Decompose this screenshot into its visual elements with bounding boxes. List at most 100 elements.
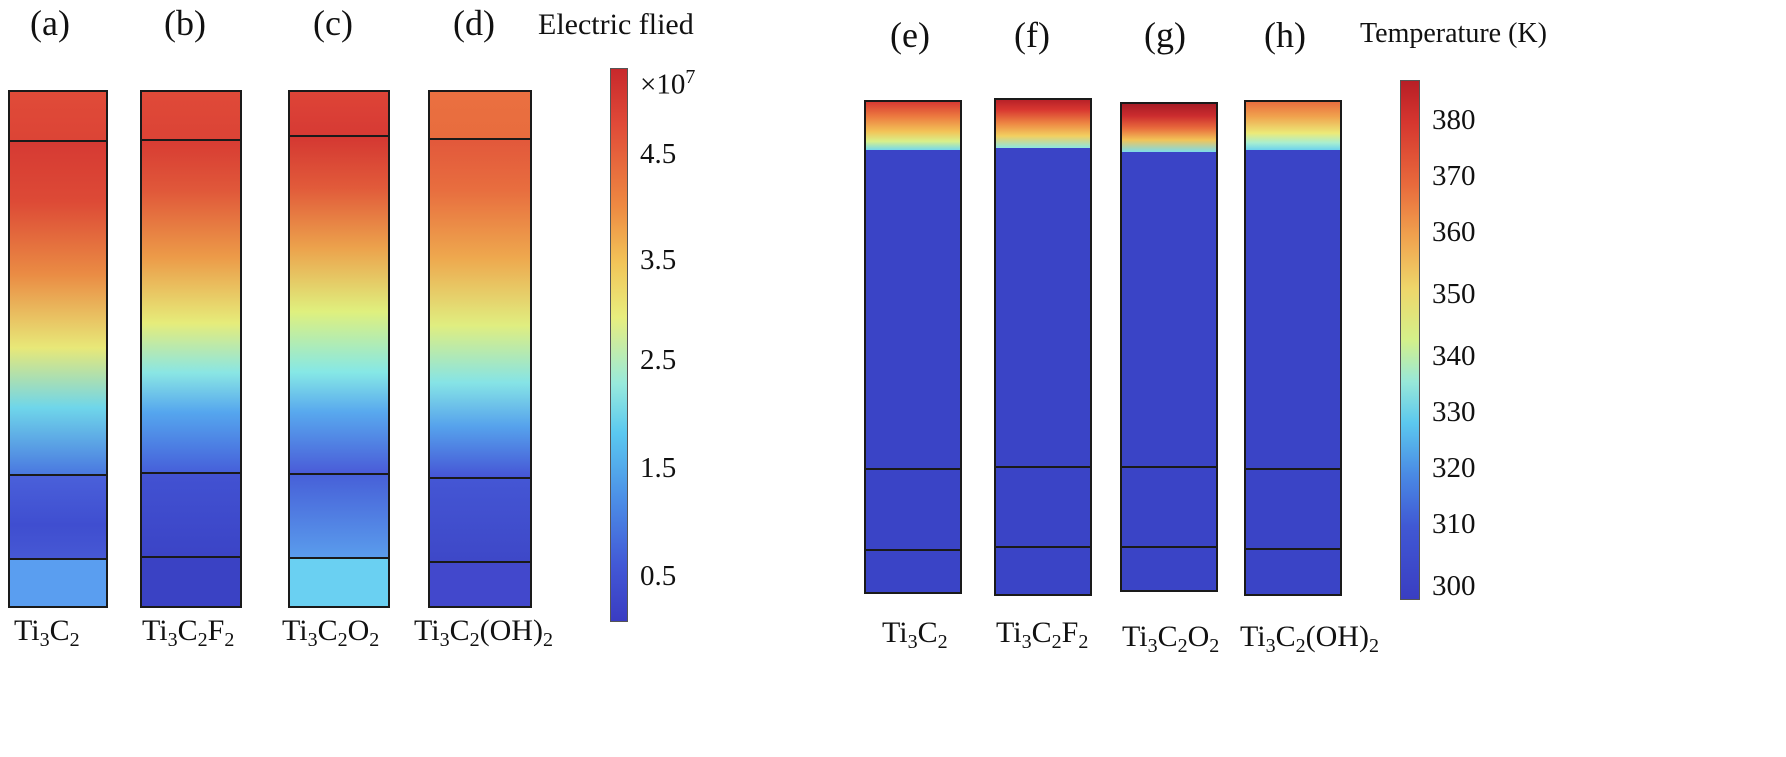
cold-layer — [1246, 150, 1340, 594]
electric-field-column-c — [288, 90, 390, 608]
formula-text: F — [1061, 616, 1079, 649]
layer-boundary — [996, 546, 1090, 548]
temperature-tick-320: 320 — [1432, 452, 1476, 484]
material-label-d: Ti3C2(OH)2 — [414, 614, 553, 652]
temperature-tick-300: 300 — [1432, 570, 1476, 602]
formula-text: Ti — [882, 616, 908, 649]
formula-text: C — [317, 614, 338, 647]
bottom-layer — [142, 558, 240, 606]
material-label-f: Ti3C2F2 — [996, 616, 1088, 654]
top-layer — [290, 92, 388, 137]
mxene-layer — [10, 142, 106, 474]
temperature-tick-330: 330 — [1432, 396, 1476, 428]
temperature-tick-380: 380 — [1432, 104, 1476, 136]
formula-text: Ti — [996, 616, 1022, 649]
panel-label-d: (d) — [453, 3, 495, 43]
electric-field-tick-0-5: 0.5 — [640, 560, 677, 592]
layer-boundary — [866, 468, 960, 470]
electric-field-tick-2-5: 2.5 — [640, 344, 677, 376]
panel-label-c: (c) — [313, 3, 353, 43]
hot-top-layer — [1246, 102, 1340, 150]
multiplier-exponent: 7 — [685, 66, 696, 88]
layer-boundary — [1122, 466, 1216, 468]
formula-subscript: 2 — [937, 631, 948, 653]
panel-label-f: (f) — [1014, 15, 1050, 55]
temperature-tick-350: 350 — [1432, 278, 1476, 310]
formula-subscript: 2 — [1209, 635, 1220, 657]
temperature-column-f — [994, 98, 1092, 596]
formula-subscript: 2 — [469, 629, 480, 651]
material-label-e: Ti3C2 — [882, 616, 948, 654]
mxene-layer — [142, 141, 240, 472]
electric-field-colorbar — [610, 68, 628, 622]
temperature-tick-360: 360 — [1432, 216, 1476, 248]
middle-layer — [430, 479, 530, 561]
formula-subscript: 3 — [1265, 635, 1276, 657]
multiplier-prefix: ×10 — [640, 68, 686, 101]
bottom-layer — [430, 563, 530, 606]
formula-subscript: 2 — [1295, 635, 1306, 657]
bottom-layer — [10, 560, 106, 606]
electric-field-multiplier: ×107 — [640, 66, 695, 102]
formula-subscript: 3 — [1147, 635, 1158, 657]
electric-field-tick-1-5: 1.5 — [640, 452, 677, 484]
temperature-colorbar-title: Temperature (K) — [1360, 18, 1547, 49]
mxene-layer — [290, 137, 388, 473]
material-label-g: Ti3C2O2 — [1122, 620, 1219, 658]
panel-label-h: (h) — [1264, 15, 1306, 55]
layer-boundary — [10, 140, 106, 142]
layer-boundary — [290, 135, 388, 137]
temperature-column-e — [864, 100, 962, 594]
layer-boundary — [866, 549, 960, 551]
layer-boundary — [430, 477, 530, 479]
layer-boundary — [10, 474, 106, 476]
layer-boundary — [1246, 548, 1340, 550]
layer-boundary — [430, 561, 530, 563]
formula-subscript: 2 — [369, 629, 380, 651]
formula-text: C — [449, 614, 470, 647]
temperature-colorbar — [1400, 80, 1420, 600]
formula-subscript: 2 — [337, 629, 348, 651]
formula-text: (OH) — [479, 614, 543, 647]
panel-label-b: (b) — [164, 3, 206, 43]
formula-subscript: 2 — [1078, 631, 1089, 653]
hot-top-layer — [996, 100, 1090, 148]
hot-top-layer — [866, 102, 960, 150]
temperature-tick-370: 370 — [1432, 160, 1476, 192]
material-label-c: Ti3C2O2 — [282, 614, 379, 652]
formula-text: O — [1187, 620, 1210, 653]
temperature-column-g — [1120, 102, 1218, 592]
middle-layer — [142, 474, 240, 556]
middle-layer — [10, 476, 106, 558]
formula-subscript: 2 — [197, 629, 208, 651]
formula-text: C — [917, 616, 938, 649]
formula-text: Ti — [414, 614, 440, 647]
cold-layer — [866, 150, 960, 592]
formula-subscript: 2 — [69, 629, 80, 651]
panel-label-g: (g) — [1144, 15, 1186, 55]
electric-field-tick-4-5: 4.5 — [640, 138, 677, 170]
electric-field-colorbar-title: Electric flied — [538, 8, 694, 41]
formula-subscript: 2 — [1051, 631, 1062, 653]
formula-subscript: 2 — [542, 629, 553, 651]
layer-boundary — [142, 139, 240, 141]
electric-field-column-d — [428, 90, 532, 608]
formula-subscript: 3 — [307, 629, 318, 651]
layer-boundary — [142, 472, 240, 474]
formula-text: Ti — [1122, 620, 1148, 653]
cold-layer — [1122, 152, 1216, 590]
electric-field-tick-3-5: 3.5 — [640, 244, 677, 276]
top-layer — [430, 92, 530, 140]
hot-top-layer — [1122, 104, 1216, 152]
formula-subscript: 3 — [439, 629, 450, 651]
electric-field-column-a — [8, 90, 108, 608]
formula-text: Ti — [142, 614, 168, 647]
formula-text: C — [1275, 620, 1296, 653]
mxene-layer — [430, 140, 530, 477]
formula-subscript: 3 — [1021, 631, 1032, 653]
layer-boundary — [996, 466, 1090, 468]
temperature-tick-340: 340 — [1432, 340, 1476, 372]
layer-boundary — [290, 473, 388, 475]
formula-subscript: 2 — [1177, 635, 1188, 657]
formula-subscript: 2 — [1368, 635, 1379, 657]
